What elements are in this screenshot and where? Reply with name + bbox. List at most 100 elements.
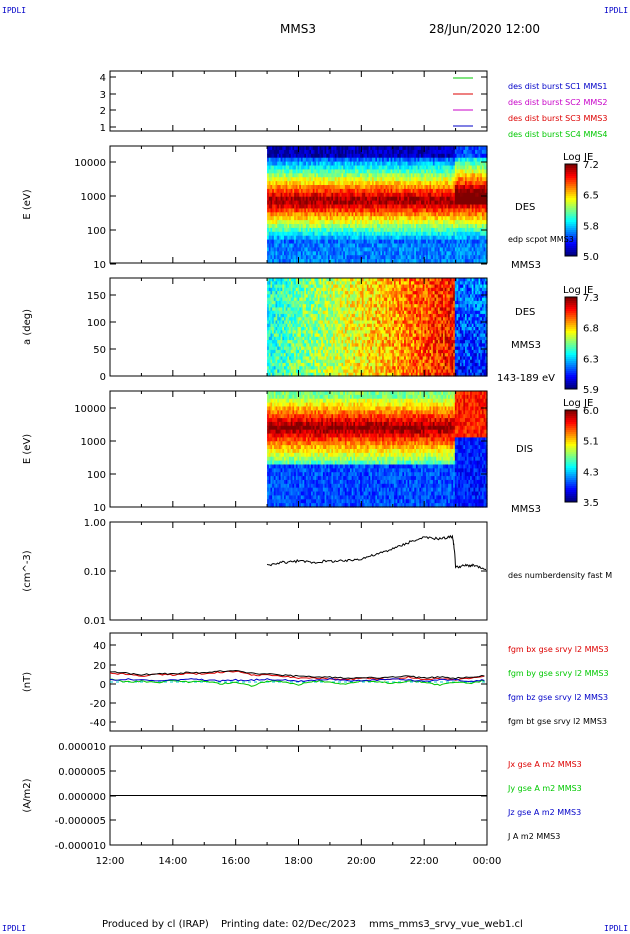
heatmap-cell bbox=[344, 394, 348, 400]
heatmap-cell bbox=[419, 452, 422, 458]
heatmap-cell bbox=[314, 445, 317, 450]
heatmap-cell bbox=[272, 394, 275, 400]
heatmap-cell bbox=[349, 464, 353, 469]
heatmap-cell bbox=[333, 472, 336, 477]
heatmap-cell bbox=[278, 449, 282, 454]
heatmap-cell bbox=[278, 456, 282, 462]
heatmap-cell bbox=[273, 487, 277, 493]
heatmap-cell bbox=[414, 445, 417, 450]
heatmap-cell bbox=[280, 414, 283, 419]
heatmap-cell bbox=[287, 433, 290, 438]
heatmap-cell bbox=[427, 410, 431, 415]
heatmap-cell bbox=[278, 487, 282, 493]
heatmap-cell bbox=[365, 476, 368, 481]
heatmap-cell bbox=[421, 499, 424, 504]
heatmap-cell bbox=[299, 421, 302, 427]
heatmap-cell bbox=[424, 410, 427, 415]
heatmap-cell bbox=[353, 472, 356, 477]
heatmap-cell bbox=[322, 495, 326, 500]
heatmap-cell bbox=[284, 460, 287, 466]
heatmap-cell bbox=[285, 445, 288, 450]
heatmap-cell bbox=[366, 441, 370, 446]
heatmap-cell bbox=[307, 437, 310, 442]
heatmap-cell bbox=[380, 410, 383, 415]
heatmap-cell bbox=[371, 483, 375, 489]
heatmap-cell bbox=[422, 410, 426, 415]
heatmap-cell bbox=[338, 398, 341, 404]
heatmap-cell bbox=[349, 456, 353, 462]
heatmap-cell bbox=[285, 406, 288, 411]
heatmap-cell bbox=[326, 452, 329, 458]
heatmap-cell bbox=[366, 445, 370, 450]
heatmap-cell bbox=[405, 468, 409, 473]
heatmap-cell bbox=[272, 452, 275, 458]
heatmap-cell bbox=[270, 406, 273, 411]
heatmap-cell bbox=[402, 433, 405, 438]
heatmap-cell bbox=[431, 406, 434, 411]
heatmap-cell bbox=[282, 456, 285, 462]
heatmap-cell bbox=[368, 391, 371, 396]
heatmap-cell bbox=[419, 433, 422, 438]
heatmap-cell bbox=[307, 491, 310, 496]
heatmap-cell bbox=[305, 483, 309, 489]
heatmap-cell bbox=[388, 452, 392, 458]
heatmap-cell bbox=[400, 421, 404, 427]
heatmap-cell bbox=[273, 503, 277, 508]
heatmap-cell bbox=[338, 406, 341, 411]
heatmap-cell bbox=[414, 452, 417, 458]
heatmap-cell bbox=[422, 433, 426, 438]
heatmap-cell bbox=[334, 406, 338, 411]
heatmap-cell bbox=[309, 429, 312, 435]
heatmap-cell bbox=[327, 402, 331, 408]
heatmap-cell bbox=[349, 425, 353, 431]
heatmap-cell bbox=[419, 503, 422, 508]
heatmap-cell bbox=[327, 468, 331, 473]
heatmap-cell bbox=[361, 402, 365, 408]
heatmap-cell bbox=[380, 487, 383, 493]
heatmap-cell bbox=[419, 414, 422, 419]
heatmap-cell bbox=[382, 391, 385, 396]
heatmap-cell bbox=[348, 425, 351, 431]
heatmap-cell bbox=[434, 425, 437, 431]
heatmap-cell bbox=[365, 445, 368, 450]
heatmap-cell bbox=[339, 414, 343, 419]
heatmap-cell bbox=[422, 445, 426, 450]
heatmap-cell bbox=[317, 421, 321, 427]
heatmap-cell bbox=[415, 499, 419, 504]
heatmap-cell bbox=[360, 433, 363, 438]
heatmap-cell bbox=[431, 402, 434, 408]
heatmap-cell bbox=[278, 410, 282, 415]
heatmap-cell bbox=[431, 414, 434, 419]
heatmap-cell bbox=[280, 418, 283, 423]
heatmap-cell bbox=[316, 441, 319, 446]
heatmap-cell bbox=[282, 449, 285, 454]
heatmap-cell bbox=[270, 441, 273, 446]
heatmap-cell bbox=[338, 452, 341, 458]
heatmap-cell bbox=[324, 414, 327, 419]
heatmap-cell bbox=[358, 452, 361, 458]
heatmap-cell bbox=[329, 476, 332, 481]
heatmap-cell bbox=[282, 421, 285, 427]
heatmap-cell bbox=[356, 499, 360, 504]
heatmap-cell bbox=[292, 495, 295, 500]
heatmap-cell bbox=[377, 437, 380, 442]
heatmap-cell bbox=[287, 472, 290, 477]
heatmap-cell bbox=[334, 445, 338, 450]
heatmap-cell bbox=[344, 464, 348, 469]
heatmap-cell bbox=[404, 410, 407, 415]
heatmap-cell bbox=[319, 487, 322, 493]
heatmap-cell bbox=[395, 414, 398, 419]
heatmap-cell bbox=[366, 468, 370, 473]
heatmap-cell bbox=[421, 464, 424, 469]
heatmap-cell bbox=[278, 491, 282, 496]
heatmap-cell bbox=[417, 449, 420, 454]
heatmap-cell bbox=[285, 449, 288, 454]
heatmap-cell bbox=[300, 483, 304, 489]
heatmap-cell bbox=[324, 391, 327, 396]
heatmap-cell bbox=[397, 479, 400, 485]
heatmap-cell bbox=[304, 402, 307, 408]
heatmap-cell bbox=[324, 452, 327, 458]
heatmap-cell bbox=[297, 433, 300, 438]
heatmap-cell bbox=[287, 402, 290, 408]
heatmap-cell bbox=[321, 491, 324, 496]
